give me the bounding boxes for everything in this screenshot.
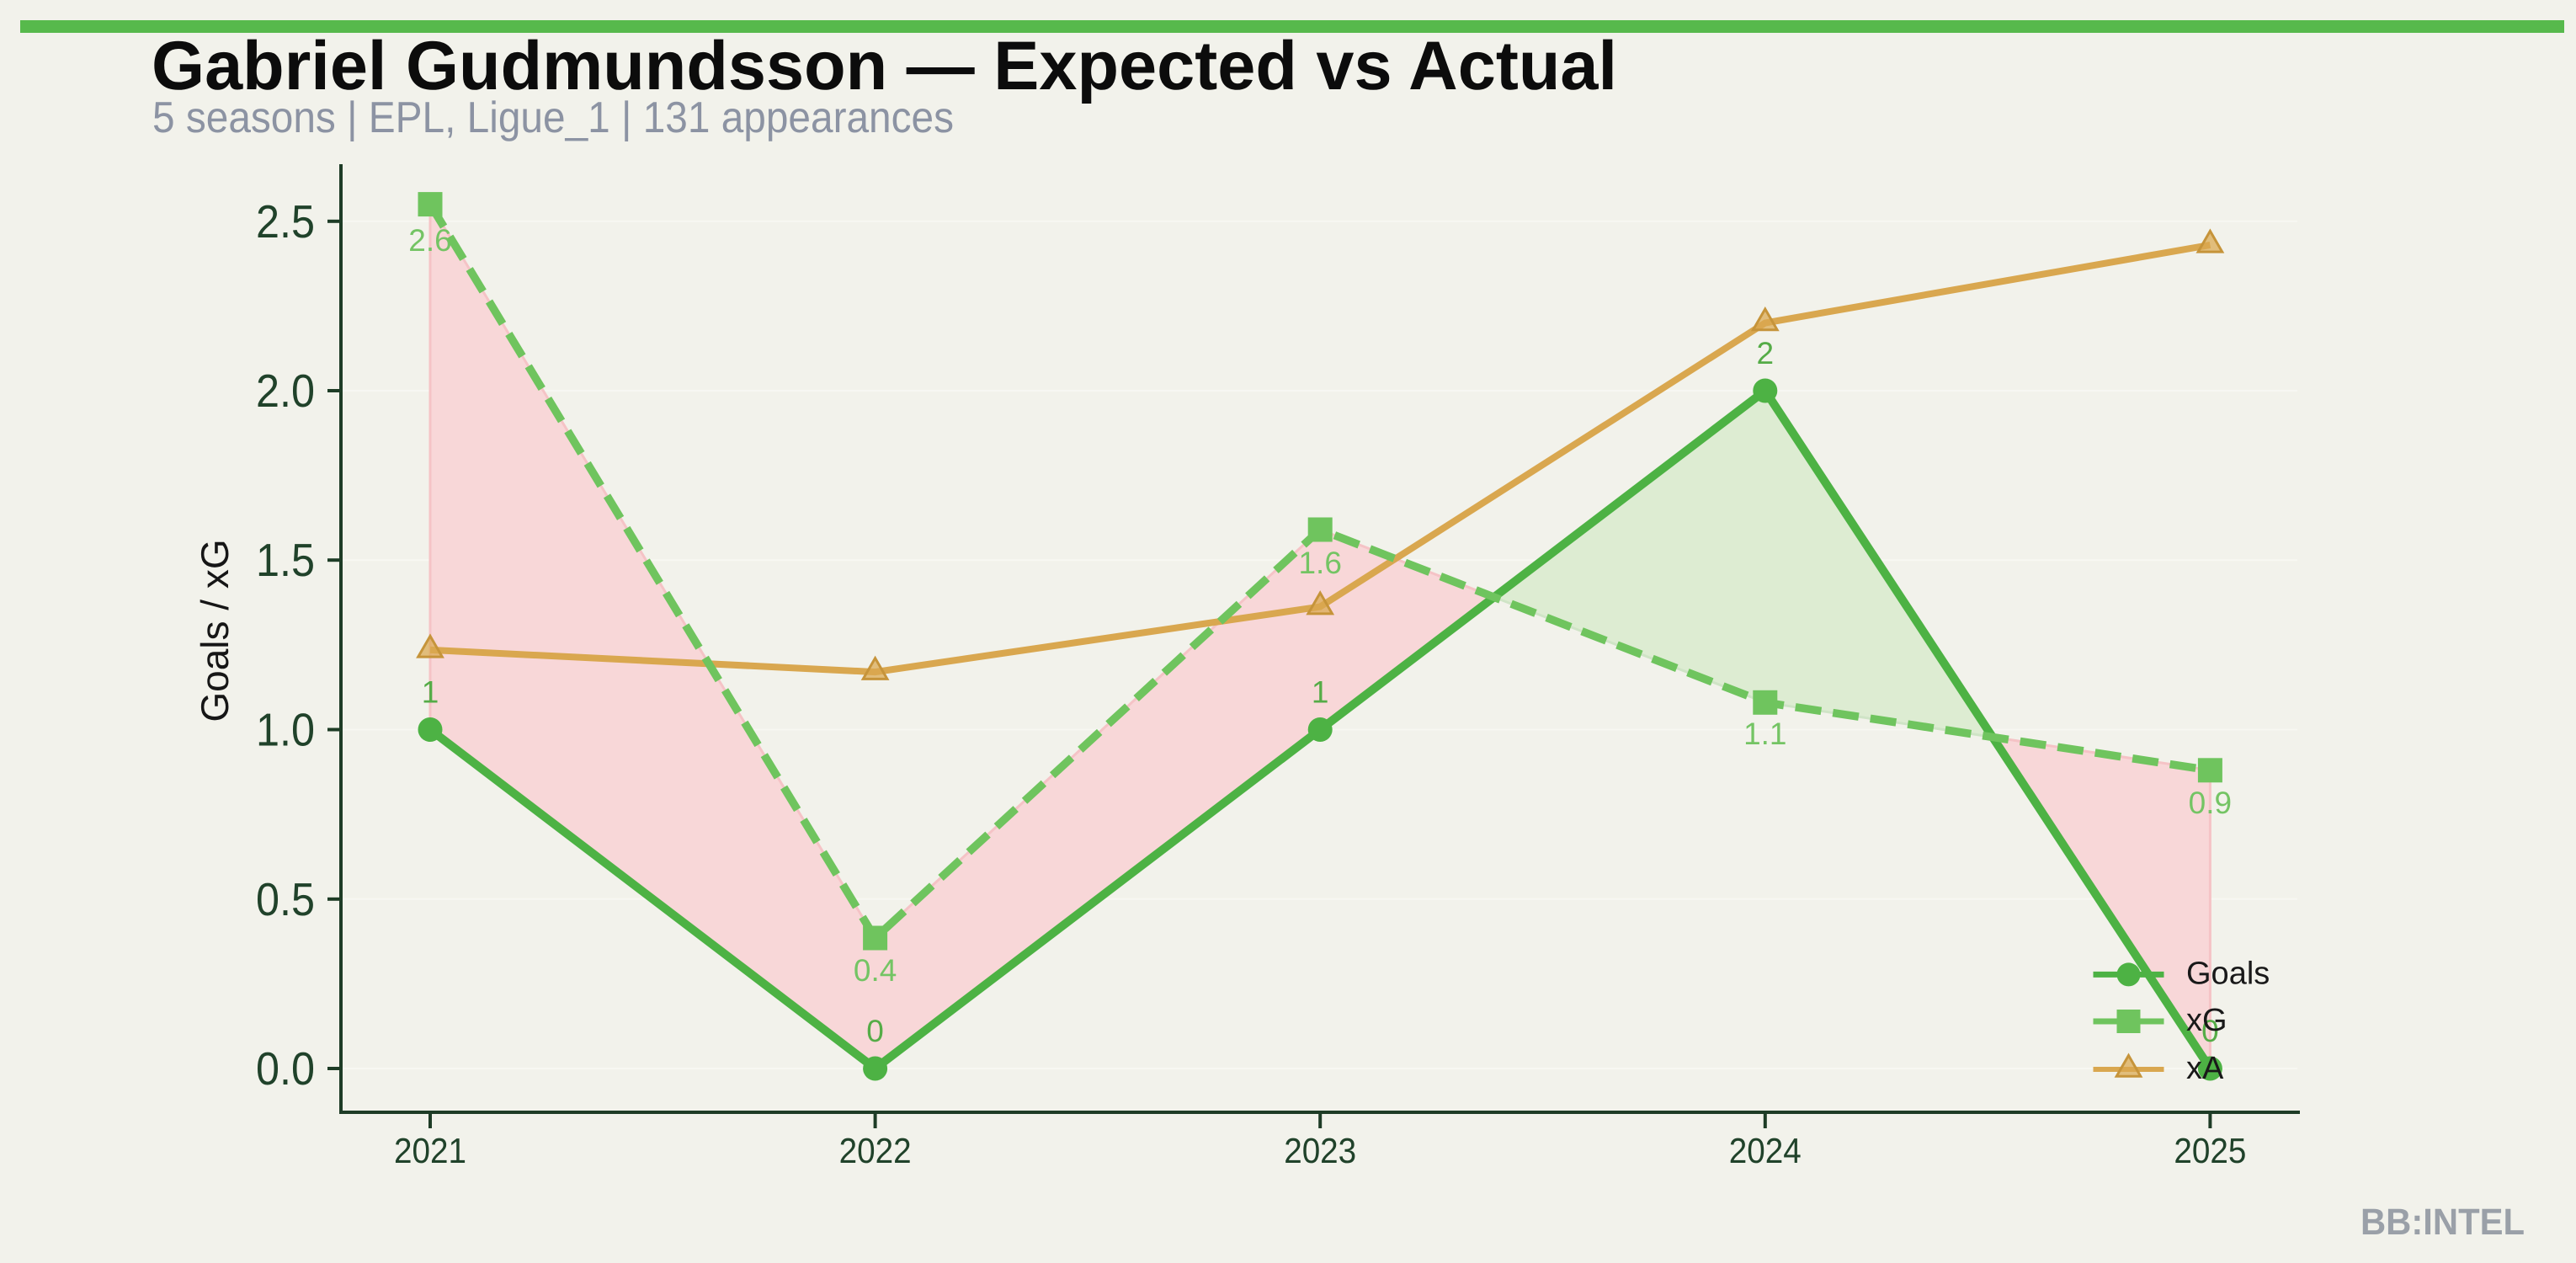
svg-text:0: 0 (866, 1014, 884, 1048)
svg-text:1.5: 1.5 (256, 534, 315, 586)
svg-text:2.0: 2.0 (256, 365, 315, 417)
svg-text:0.4: 0.4 (854, 953, 897, 988)
svg-text:1.0: 1.0 (256, 704, 315, 756)
svg-text:0.5: 0.5 (256, 873, 315, 925)
svg-text:Goals / xG: Goals / xG (193, 539, 237, 722)
svg-text:2024: 2024 (1729, 1131, 1802, 1170)
svg-text:xA: xA (2186, 1051, 2224, 1086)
svg-text:2025: 2025 (2174, 1131, 2246, 1170)
svg-text:Gabriel Gudmundsson — Expected: Gabriel Gudmundsson — Expected vs Actual (152, 28, 1617, 104)
svg-text:5 seasons | EPL, Ligue_1 | 131: 5 seasons | EPL, Ligue_1 | 131 appearanc… (152, 93, 954, 142)
svg-text:1: 1 (422, 675, 439, 710)
svg-text:0.9: 0.9 (2189, 786, 2232, 820)
svg-text:2022: 2022 (839, 1131, 912, 1170)
svg-text:BB:INTEL: BB:INTEL (2360, 1202, 2525, 1243)
svg-text:1.6: 1.6 (1298, 546, 1341, 580)
svg-text:2021: 2021 (394, 1131, 466, 1170)
svg-text:Goals: Goals (2186, 957, 2270, 992)
svg-text:2.6: 2.6 (408, 223, 451, 258)
svg-text:2: 2 (1757, 336, 1775, 370)
svg-text:xG: xG (2186, 1003, 2227, 1038)
svg-text:1: 1 (1312, 675, 1329, 710)
svg-text:2.5: 2.5 (256, 195, 315, 248)
svg-text:0: 0 (2201, 1014, 2219, 1048)
svg-text:1.1: 1.1 (1743, 717, 1786, 751)
svg-text:0.0: 0.0 (256, 1042, 315, 1095)
svg-text:2023: 2023 (1284, 1131, 1356, 1170)
